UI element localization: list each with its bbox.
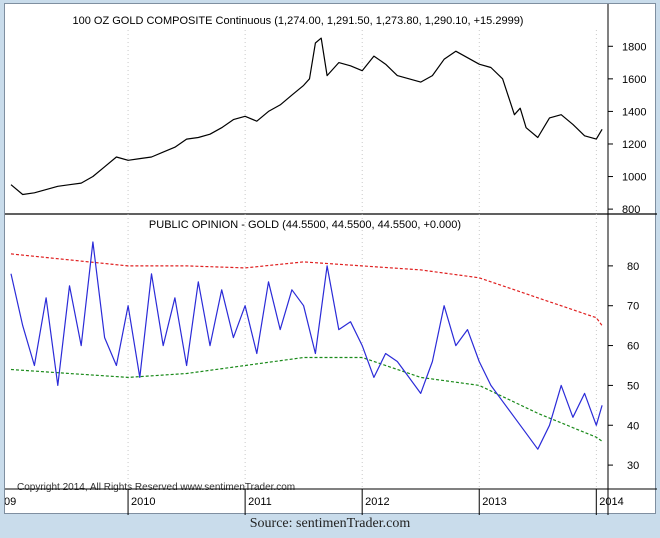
y-tick-label-top: 1200 — [622, 139, 646, 151]
bottom-panel-title: PUBLIC OPINION - GOLD (44.5500, 44.5500,… — [149, 219, 461, 231]
x-tick-label: 2010 — [131, 496, 155, 508]
copyright-text: Copyright 2014, All Rights Reserved www.… — [17, 482, 295, 493]
gold-sentiment-chart: 100 OZ GOLD COMPOSITE Continuous (1,274.… — [5, 4, 657, 515]
public-opinion-line — [10, 241, 603, 450]
y-tick-label-top: 1800 — [622, 41, 646, 53]
source-caption: Source: sentimenTrader.com — [249, 516, 411, 531]
x-tick-label: 2014 — [599, 496, 623, 508]
top-panel-title: 100 OZ GOLD COMPOSITE Continuous (1,274.… — [73, 15, 524, 27]
x-tick-label: 09 — [5, 496, 16, 508]
y-tick-label-bottom: 60 — [627, 341, 639, 353]
y-tick-label-bottom: 70 — [627, 301, 639, 313]
y-tick-label-bottom: 80 — [627, 261, 639, 273]
top-panel: 100 OZ GOLD COMPOSITE Continuous (1,274.… — [73, 15, 524, 27]
plot-elements: 09 2010 2011 2012 2013 2014 800 1000 1200 1400 160… — [5, 4, 657, 515]
y-tick-label-top: 1600 — [622, 74, 646, 86]
x-tick-label: 2011 — [248, 496, 272, 508]
x-tick-label: 2013 — [482, 496, 506, 508]
bottom-panel: PUBLIC OPINION - GOLD (44.5500, 44.5500,… — [17, 219, 461, 493]
chart-frame: 100 OZ GOLD COMPOSITE Continuous (1,274.… — [4, 3, 657, 515]
y-tick-label-top: 1000 — [622, 172, 646, 184]
y-tick-label-bottom: 40 — [627, 420, 639, 432]
y-tick-label-top: 800 — [622, 204, 640, 216]
gold-price-line — [10, 37, 603, 196]
upper-band-line — [10, 253, 603, 326]
y-tick-label-bottom: 30 — [627, 460, 639, 472]
lower-band-line — [10, 356, 603, 442]
y-tick-label-top: 1400 — [622, 106, 646, 118]
y-tick-label-bottom: 50 — [627, 380, 639, 392]
x-tick-label: 2012 — [365, 496, 389, 508]
